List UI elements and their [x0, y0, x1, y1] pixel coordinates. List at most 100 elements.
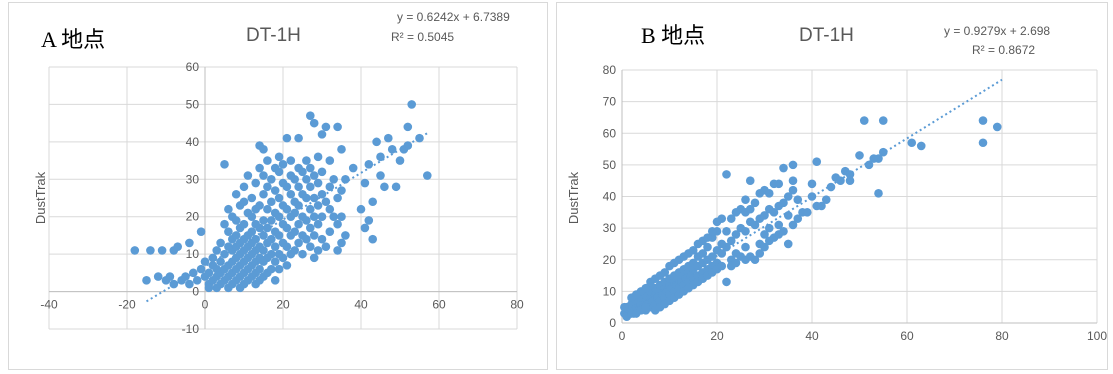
y-tick-label: 30	[186, 172, 200, 186]
data-point	[741, 226, 750, 236]
data-point	[707, 252, 717, 261]
data-point	[294, 219, 303, 229]
data-point	[368, 197, 378, 207]
x-tick-label: 60	[900, 329, 914, 343]
data-point	[153, 272, 163, 281]
data-point	[306, 163, 315, 173]
data-point	[302, 156, 311, 165]
data-point	[325, 204, 335, 214]
data-point	[263, 204, 272, 214]
data-point	[836, 176, 845, 185]
x-tick-label: 0	[619, 329, 626, 343]
data-point	[321, 197, 331, 207]
data-point	[317, 130, 327, 139]
data-point	[290, 174, 300, 184]
data-point	[270, 186, 280, 195]
data-point	[157, 246, 167, 255]
data-point	[302, 216, 311, 225]
data-point	[874, 189, 883, 198]
data-point	[243, 171, 253, 180]
data-point	[321, 122, 331, 132]
data-point	[788, 185, 798, 195]
data-point	[255, 223, 264, 233]
site-label: B 地点	[641, 23, 705, 48]
data-point	[741, 242, 750, 252]
data-point	[274, 212, 284, 222]
data-point	[255, 201, 264, 210]
data-point	[302, 174, 311, 184]
data-point	[712, 217, 722, 227]
data-point	[239, 197, 249, 207]
data-point	[267, 264, 276, 274]
data-point	[407, 100, 417, 109]
data-point	[793, 195, 803, 204]
data-point	[267, 216, 276, 225]
data-point	[333, 122, 342, 132]
y-tick-label: 50	[186, 97, 200, 111]
data-point	[298, 249, 307, 259]
data-point	[783, 211, 793, 220]
data-point	[185, 238, 194, 248]
data-point	[270, 276, 280, 285]
data-point	[306, 223, 315, 233]
data-point	[278, 160, 288, 169]
data-point	[403, 141, 413, 150]
data-point	[278, 253, 288, 263]
data-point	[726, 236, 736, 246]
data-point	[216, 238, 225, 248]
data-point	[731, 258, 741, 268]
data-point	[224, 204, 233, 214]
data-point	[817, 201, 826, 211]
data-point	[267, 249, 276, 259]
data-point	[255, 163, 264, 173]
data-point	[259, 189, 268, 199]
data-point	[764, 189, 774, 198]
data-point	[384, 133, 393, 143]
data-point	[750, 198, 760, 208]
data-point	[313, 246, 323, 255]
data-point	[387, 145, 397, 154]
data-point	[239, 182, 249, 192]
data-point	[329, 212, 339, 222]
data-point	[231, 231, 241, 240]
data-point	[703, 233, 712, 242]
y-tick-label: 10	[603, 284, 617, 298]
data-point	[788, 176, 798, 185]
data-point	[317, 189, 327, 199]
data-point	[368, 234, 378, 244]
data-point	[286, 156, 296, 165]
data-point	[783, 192, 793, 201]
data-point	[978, 116, 988, 125]
data-point	[760, 242, 769, 252]
data-point	[263, 156, 272, 165]
data-point	[313, 152, 323, 162]
data-point	[208, 253, 218, 263]
data-point	[298, 167, 307, 177]
x-tick-label: 80	[510, 298, 524, 312]
data-point	[220, 219, 229, 229]
data-point	[745, 204, 755, 214]
data-point	[212, 246, 221, 255]
data-point	[294, 238, 303, 248]
data-point	[274, 264, 284, 274]
data-point	[325, 182, 335, 192]
data-point	[274, 152, 284, 162]
data-point	[793, 214, 803, 223]
data-point	[992, 122, 1002, 132]
data-point	[688, 245, 698, 255]
data-point	[247, 193, 257, 203]
data-point	[313, 178, 323, 188]
data-point	[309, 212, 319, 222]
data-point	[247, 227, 257, 236]
data-point	[216, 257, 225, 266]
data-point	[231, 216, 241, 225]
data-point	[348, 163, 358, 173]
data-point	[306, 182, 315, 192]
data-point	[251, 234, 260, 244]
data-point	[731, 208, 741, 217]
y-axis-label: DustTrak	[33, 171, 48, 224]
data-point	[317, 212, 327, 222]
data-point	[294, 201, 303, 210]
data-point	[641, 283, 651, 293]
